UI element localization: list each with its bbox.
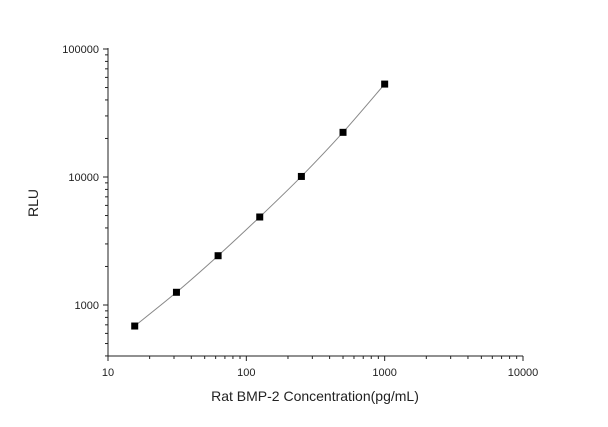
axes: 10 100 1000 10000 1000 10000 100000: [62, 44, 538, 379]
x-tick-label: 100: [237, 367, 255, 379]
fit-curve-path: [134, 83, 386, 327]
data-point-marker: [131, 322, 139, 330]
data-point-marker: [339, 128, 347, 136]
y-tick-label: 1000: [75, 300, 99, 312]
y-axis-title: RLU: [25, 189, 41, 217]
x-tick-label: 1000: [372, 367, 396, 379]
y-tick-label: 10000: [68, 172, 99, 184]
x-tick-label: 10000: [508, 367, 539, 379]
y-tick-label: 100000: [62, 44, 99, 56]
fit-curve: [134, 83, 386, 327]
x-axis-title: Rat BMP-2 Concentration(pg/mL): [211, 388, 419, 404]
data-point-marker: [172, 288, 180, 296]
data-point-marker: [256, 213, 264, 221]
data-point-marker: [297, 172, 305, 180]
data-point-marker: [381, 80, 389, 88]
data-points: [131, 80, 389, 330]
x-tick-label: 10: [102, 367, 114, 379]
data-point-marker: [214, 252, 222, 260]
